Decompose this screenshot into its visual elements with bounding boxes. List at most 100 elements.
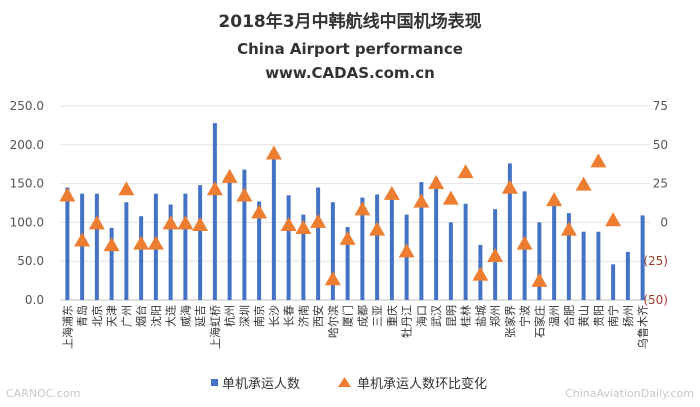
triangle-marker xyxy=(133,235,150,250)
right-tick-label: 0 xyxy=(660,215,668,229)
bar xyxy=(80,193,85,300)
category-label: 厦门 xyxy=(341,305,355,327)
legend-triangle-swatch xyxy=(338,377,351,387)
bar xyxy=(360,197,365,300)
category-label: 成都 xyxy=(356,305,369,327)
bar xyxy=(625,251,630,300)
bar xyxy=(227,175,232,300)
bar xyxy=(271,156,276,300)
bar xyxy=(183,193,188,300)
category-label: 乌鲁木齐 xyxy=(636,305,650,349)
category-label: 上海虹桥 xyxy=(208,305,222,349)
left-tick-label: 200.0 xyxy=(10,138,44,152)
category-label: 牡丹江 xyxy=(400,305,414,338)
category-label: 石家庄 xyxy=(532,305,546,338)
category-label: 深圳 xyxy=(238,305,251,327)
bar xyxy=(596,231,601,300)
bar xyxy=(581,231,586,300)
triangle-marker xyxy=(383,185,400,200)
chart-title: 2018年3月中韩航线中国机场表现 xyxy=(218,11,481,32)
category-label: 延吉 xyxy=(194,305,207,327)
category-label: 青岛 xyxy=(75,305,89,327)
category-label: 大连 xyxy=(164,305,178,327)
triangle-marker xyxy=(472,266,489,281)
triangle-marker xyxy=(501,179,518,194)
bar xyxy=(640,215,645,300)
triangle-marker xyxy=(398,243,415,258)
category-label: 海口 xyxy=(414,305,428,327)
bar xyxy=(419,182,424,300)
triangle-marker xyxy=(487,247,504,262)
left-tick-label: 250.0 xyxy=(10,99,44,113)
watermark-left: CARNOC.com xyxy=(6,387,80,400)
bar xyxy=(611,264,616,300)
bar xyxy=(537,222,542,300)
bar xyxy=(507,163,512,300)
triangle-marker xyxy=(236,187,253,202)
triangle-marker xyxy=(192,216,209,231)
legend-triangle-label: 单机承运人数环比变化 xyxy=(357,376,487,392)
category-label: 贵阳 xyxy=(592,305,605,327)
triangle-marker xyxy=(575,176,592,191)
category-label: 黄山 xyxy=(577,305,591,327)
bar xyxy=(168,204,173,300)
category-label: 北京 xyxy=(90,305,104,327)
triangle-marker xyxy=(265,145,282,160)
triangle-marker xyxy=(162,215,179,230)
category-label: 长春 xyxy=(283,305,296,327)
bar xyxy=(198,185,203,300)
category-label: 三亚 xyxy=(371,305,384,327)
triangle-marker xyxy=(516,235,533,250)
triangle-marker xyxy=(428,175,445,190)
chart-subtitle: China Airport performance xyxy=(237,40,463,58)
category-label: 昆明 xyxy=(445,305,458,327)
bar xyxy=(316,187,321,300)
bar xyxy=(212,123,217,301)
triangle-marker xyxy=(324,271,341,286)
right-tick-label: (25) xyxy=(643,254,668,268)
category-label: 烟台 xyxy=(134,305,148,327)
triangle-marker xyxy=(369,221,386,236)
triangle-marker xyxy=(442,190,459,205)
triangle-marker xyxy=(546,192,563,207)
bar-series xyxy=(65,123,645,301)
triangle-marker xyxy=(560,221,577,236)
triangle-marker xyxy=(354,201,371,216)
triangle-marker xyxy=(280,216,297,231)
category-label: 南宁 xyxy=(606,305,620,327)
bar xyxy=(345,227,350,300)
bar xyxy=(242,169,247,300)
left-tick-label: 0.0 xyxy=(25,293,44,307)
category-label: 南京 xyxy=(252,305,266,327)
category-label: 桂林 xyxy=(459,305,473,327)
legend-bar-swatch xyxy=(211,379,218,386)
triangle-marker xyxy=(310,213,327,228)
triangle-marker xyxy=(74,232,91,247)
bar xyxy=(257,201,262,300)
left-tick-label: 100.0 xyxy=(10,215,44,229)
category-label: 温州 xyxy=(548,305,561,327)
category-label: 扬州 xyxy=(621,305,635,327)
left-tick-label: 50.0 xyxy=(17,254,44,268)
category-label: 上海浦东 xyxy=(60,305,74,349)
triangle-marker xyxy=(457,164,474,179)
triangle-marker xyxy=(531,272,548,287)
category-label: 宁波 xyxy=(518,305,532,327)
bar xyxy=(94,193,99,300)
bar xyxy=(375,194,380,300)
left-tick-label: 150.0 xyxy=(10,177,44,191)
left-axis-ticks: 0.0 50.0 100.0 150.0 200.0 250.0 xyxy=(10,99,44,307)
triangle-marker xyxy=(88,215,105,230)
triangle-marker xyxy=(206,181,223,196)
bar xyxy=(463,203,468,300)
category-label: 武汉 xyxy=(430,305,443,327)
category-label: 沈阳 xyxy=(149,305,163,327)
gridlines xyxy=(60,105,650,301)
triangle-marker xyxy=(221,168,238,183)
category-label: 杭州 xyxy=(223,305,237,327)
category-label: 张家界 xyxy=(503,305,517,338)
bar xyxy=(301,214,306,300)
category-label: 西安 xyxy=(311,305,325,327)
category-labels: 上海浦东 青岛 北京 天津 广州 烟台 沈阳 大连 威海 延吉 上海虹桥 杭州 深圳 南京 长沙 长春 济南 西安… xyxy=(60,305,649,349)
category-label: 天津 xyxy=(106,305,119,327)
